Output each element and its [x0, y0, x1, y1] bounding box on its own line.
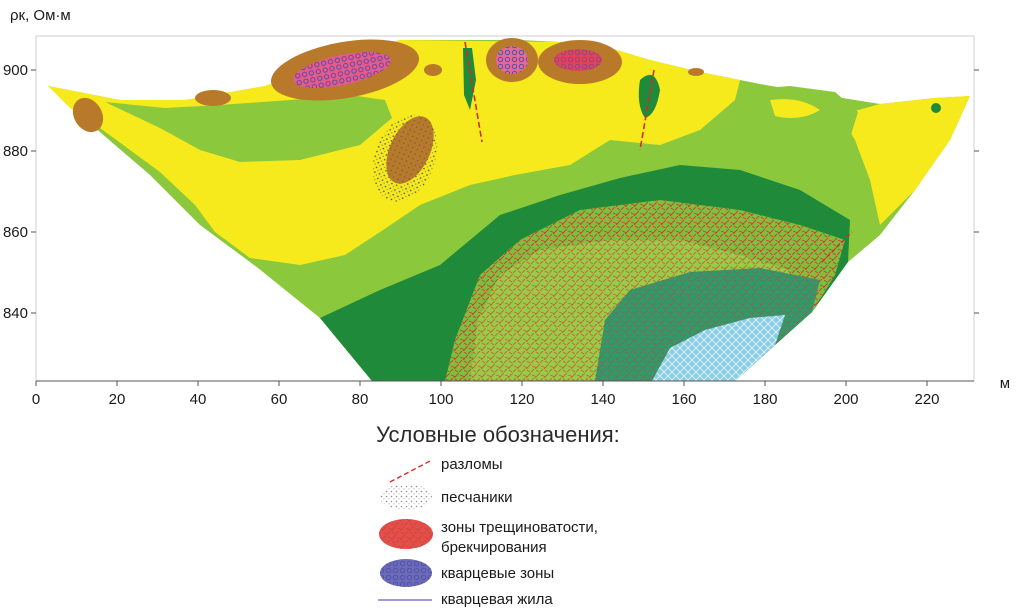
- yellow-right: [840, 96, 970, 225]
- x-tick-label: 120: [509, 391, 534, 408]
- x-tick-label: 20: [109, 391, 126, 408]
- legend-title: Условные обозначения:: [376, 422, 620, 447]
- legend-fracture-label-2: брекчирования: [441, 539, 547, 556]
- x-tick-label: 140: [590, 391, 615, 408]
- x-axis-ticks: 0 20 40 60 80 100 120 140 160 180 200 220: [32, 381, 940, 408]
- y-tick-label: 880: [3, 143, 28, 160]
- x-tick-label: 220: [914, 391, 939, 408]
- brown-spot-right: [688, 68, 704, 76]
- x-tick-label: 80: [352, 391, 369, 408]
- brown-spot-small: [424, 64, 442, 76]
- y-axis-label: ρк, Ом·м: [10, 7, 71, 24]
- legend-vein-label: кварцевая жила: [441, 591, 553, 608]
- legend-fracture-label: зоны трещиноватости,: [441, 519, 598, 536]
- sandstone-lens-pattern: [386, 116, 434, 184]
- y-tick-label: 900: [3, 62, 28, 79]
- x-tick-label: 100: [428, 391, 453, 408]
- x-tick-label: 160: [671, 391, 696, 408]
- light-green-band-left: [105, 95, 392, 162]
- yellow-spot-right: [770, 99, 820, 118]
- quartz-lens-2-pattern: [496, 46, 528, 74]
- legend-sandstone-symbol: [380, 484, 432, 510]
- x-tick-label: 60: [271, 391, 288, 408]
- yellow-blob-top: [668, 83, 678, 101]
- green-body-fault-2: [638, 74, 660, 118]
- legend-fault-label: разломы: [441, 456, 503, 473]
- y-tick-label: 860: [3, 224, 28, 241]
- brown-spot-edge: [72, 97, 104, 133]
- fault-line-2: [639, 69, 655, 151]
- brown-spot-left: [195, 90, 231, 106]
- legend: Условные обозначения: разломы песчаники …: [376, 422, 620, 608]
- x-tick-label: 180: [752, 391, 777, 408]
- legend-quartz-label: кварцевые зоны: [441, 565, 554, 582]
- fault-line-1: [464, 41, 483, 143]
- x-tick-label: 40: [190, 391, 207, 408]
- fracture-lens-3-pattern: [554, 49, 602, 71]
- legend-sandstone-label: песчаники: [441, 489, 513, 506]
- y-tick-label: 840: [3, 305, 28, 322]
- green-body-fault-1: [463, 48, 476, 110]
- quartz-lens-1: [292, 52, 392, 88]
- fault-line-3: [821, 231, 853, 263]
- x-axis-unit: м: [1000, 375, 1010, 392]
- legend-fracture-pattern: [379, 519, 433, 549]
- x-tick-label: 200: [833, 391, 858, 408]
- legend-quartz-pattern: [380, 559, 432, 587]
- light-blue-zone-pattern: [652, 315, 785, 381]
- x-tick-label: 0: [32, 391, 40, 408]
- legend-fault-symbol: [389, 459, 433, 483]
- y-axis-ticks: 900 880 860 840: [3, 62, 979, 322]
- green-dot-right: [931, 103, 941, 113]
